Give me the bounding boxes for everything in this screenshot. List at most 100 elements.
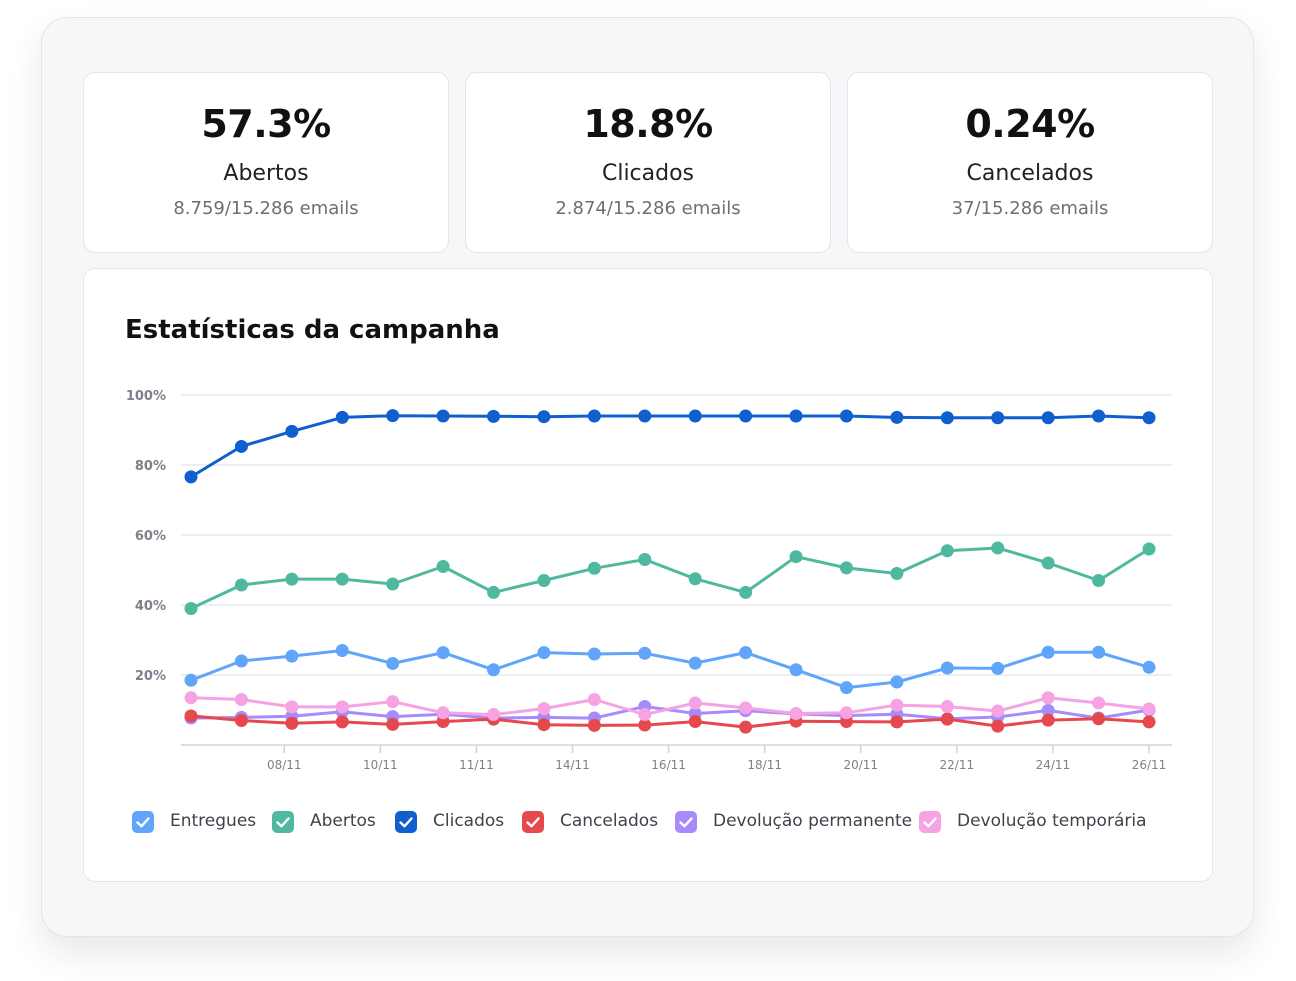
data-point	[839, 561, 853, 575]
checkbox-checked-icon[interactable]	[395, 811, 417, 833]
x-tick-label: 24/11	[1036, 758, 1071, 772]
stat-value: 57.3%	[201, 102, 331, 146]
line-chart: 20% 40% 60% 80% 100% 08/11 10/11 11/11 14/11 16/1…	[126, 389, 1172, 772]
data-point	[386, 717, 400, 731]
data-point	[638, 718, 652, 732]
data-point	[940, 411, 954, 425]
data-point	[487, 708, 501, 722]
data-point	[991, 541, 1005, 555]
data-point	[1142, 411, 1156, 425]
data-point	[537, 410, 551, 424]
data-point	[1142, 660, 1156, 674]
checkbox-checked-icon[interactable]	[522, 811, 544, 833]
stat-card-abertos: 57.3% Abertos 8.759/15.286 emails	[83, 72, 449, 253]
data-point	[184, 691, 198, 705]
data-point	[1092, 409, 1106, 423]
legend-label: Devolução temporária	[957, 811, 1147, 831]
campaign-chart-card: Estatísticas da campanha 20% 40% 60% 80% 100…	[83, 268, 1213, 882]
data-point	[839, 706, 853, 720]
checkbox-checked-icon[interactable]	[132, 811, 154, 833]
stat-sub: 37/15.286 emails	[951, 198, 1109, 219]
y-tick-label: 100%	[126, 389, 166, 404]
data-point	[234, 578, 248, 592]
series-line	[189, 696, 1151, 717]
data-point	[386, 409, 400, 423]
data-point	[285, 649, 299, 663]
data-point	[890, 698, 904, 712]
data-point	[234, 693, 248, 706]
data-point	[335, 715, 349, 729]
stat-label: Clicados	[601, 161, 695, 186]
data-point	[890, 675, 904, 689]
x-tick-label: 20/11	[843, 758, 878, 772]
data-point	[991, 719, 1005, 733]
data-point	[1041, 645, 1055, 659]
data-point	[285, 572, 299, 586]
data-point	[386, 577, 400, 591]
data-point	[1041, 411, 1055, 425]
chart-title: Estatísticas da campanha	[125, 315, 500, 345]
x-tick-label: 11/11	[459, 758, 494, 772]
series-line	[189, 714, 1151, 729]
data-point	[739, 646, 753, 660]
data-point	[1092, 574, 1106, 587]
data-point	[537, 646, 551, 660]
data-point	[1142, 702, 1156, 716]
legend-label: Entregues	[170, 811, 257, 831]
data-point	[184, 602, 198, 615]
data-point	[184, 470, 198, 484]
data-point	[1041, 713, 1055, 727]
data-point	[688, 409, 702, 423]
data-point	[335, 410, 349, 424]
y-tick-label: 20%	[135, 669, 166, 684]
data-point	[890, 567, 904, 580]
y-tick-label: 80%	[135, 459, 166, 474]
x-tick-label: 18/11	[747, 758, 782, 772]
data-point	[1142, 542, 1156, 556]
data-point	[991, 411, 1005, 425]
data-point	[436, 560, 450, 573]
data-point	[487, 409, 501, 423]
checkbox-checked-icon[interactable]	[919, 811, 941, 833]
data-point	[285, 424, 299, 438]
data-point	[285, 716, 299, 730]
data-point	[537, 702, 551, 716]
data-point	[739, 585, 753, 599]
data-point	[184, 673, 198, 687]
stat-value: 18.8%	[583, 102, 713, 146]
data-point	[839, 681, 853, 695]
x-tick-label: 22/11	[940, 758, 975, 772]
stat-sub: 2.874/15.286 emails	[555, 198, 741, 219]
stat-label: Cancelados	[966, 161, 1094, 186]
checkbox-checked-icon[interactable]	[675, 811, 697, 833]
data-point	[789, 550, 803, 564]
data-point	[487, 585, 501, 599]
data-point	[285, 700, 299, 714]
x-tick-label: 26/11	[1132, 758, 1167, 772]
data-point	[991, 704, 1005, 718]
data-point	[335, 572, 349, 586]
data-point	[537, 718, 551, 732]
data-point	[638, 409, 652, 423]
data-point	[587, 718, 601, 732]
data-point	[890, 410, 904, 424]
x-tick-label: 08/11	[267, 758, 302, 772]
series-line	[189, 649, 1151, 690]
series-line	[189, 414, 1151, 479]
legend-label: Devolução permanente	[713, 811, 913, 831]
stat-card-clicados: 18.8% Clicados 2.874/15.286 emails	[465, 72, 831, 253]
data-point	[739, 720, 753, 734]
data-point	[335, 644, 349, 657]
checkbox-checked-icon[interactable]	[272, 811, 294, 833]
data-point	[1041, 556, 1055, 570]
data-point	[234, 439, 248, 453]
data-point	[436, 409, 450, 423]
data-point	[386, 695, 400, 709]
x-tick-label: 16/11	[651, 758, 686, 772]
data-point	[234, 654, 248, 668]
data-point	[386, 656, 400, 670]
data-point	[1092, 645, 1106, 659]
data-point	[688, 656, 702, 670]
data-point	[638, 646, 652, 660]
data-point	[1092, 712, 1106, 726]
